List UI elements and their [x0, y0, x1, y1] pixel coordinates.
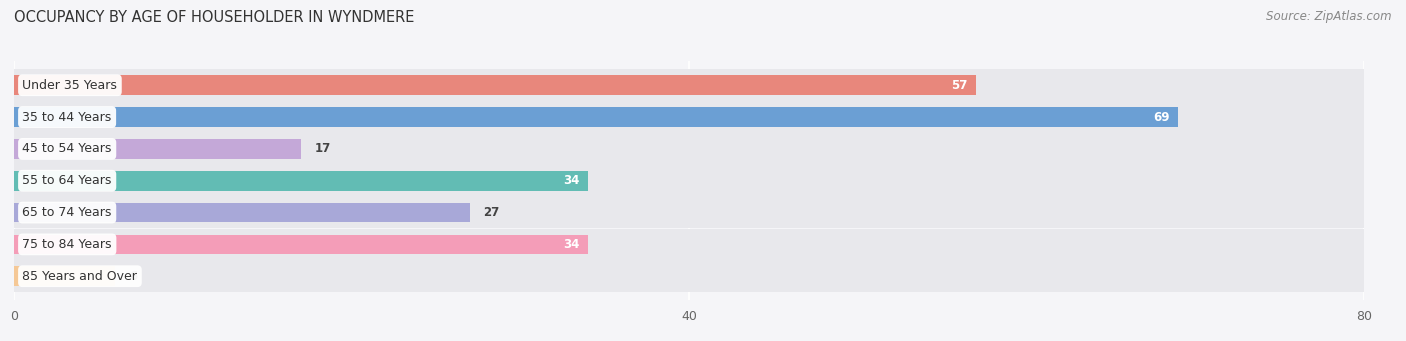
Text: 17: 17 [315, 143, 330, 155]
Text: 6: 6 [129, 270, 136, 283]
Text: OCCUPANCY BY AGE OF HOUSEHOLDER IN WYNDMERE: OCCUPANCY BY AGE OF HOUSEHOLDER IN WYNDM… [14, 10, 415, 25]
Text: 27: 27 [484, 206, 499, 219]
Bar [14, 203, 470, 222]
Bar [14, 171, 588, 191]
Text: 75 to 84 Years: 75 to 84 Years [22, 238, 112, 251]
Text: 69: 69 [1153, 110, 1170, 123]
Text: 34: 34 [562, 238, 579, 251]
Bar [14, 266, 115, 286]
Text: Source: ZipAtlas.com: Source: ZipAtlas.com [1267, 10, 1392, 23]
Bar [14, 235, 588, 254]
Bar [14, 70, 1364, 101]
Bar [14, 101, 1364, 133]
Text: 55 to 64 Years: 55 to 64 Years [22, 174, 112, 187]
Text: Under 35 Years: Under 35 Years [22, 79, 117, 92]
Bar [14, 107, 1178, 127]
Bar [14, 165, 1364, 196]
Text: 65 to 74 Years: 65 to 74 Years [22, 206, 112, 219]
Text: 57: 57 [950, 79, 967, 92]
Text: 85 Years and Over: 85 Years and Over [22, 270, 138, 283]
Bar [14, 75, 976, 95]
Bar [14, 133, 1364, 165]
Text: 45 to 54 Years: 45 to 54 Years [22, 143, 112, 155]
Bar [14, 197, 1364, 228]
Text: 34: 34 [562, 174, 579, 187]
Text: 35 to 44 Years: 35 to 44 Years [22, 110, 111, 123]
Bar [14, 139, 301, 159]
Bar [14, 228, 1364, 260]
Bar [14, 261, 1364, 292]
